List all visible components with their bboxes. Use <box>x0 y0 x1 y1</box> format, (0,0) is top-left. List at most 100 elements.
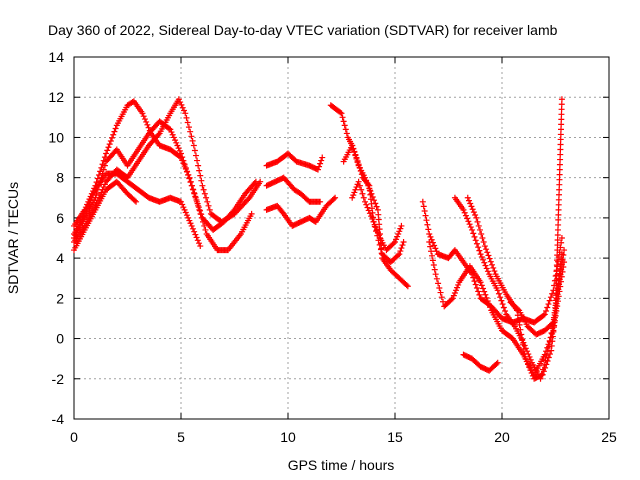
data-point <box>183 168 190 175</box>
data-point <box>196 240 203 247</box>
data-point <box>478 282 485 289</box>
data-point <box>202 226 209 233</box>
data-point <box>101 181 108 188</box>
data-point <box>404 283 411 290</box>
data-point <box>179 154 186 161</box>
data-point <box>545 354 552 361</box>
data-point <box>555 280 562 287</box>
data-point <box>178 198 184 205</box>
data-point <box>353 155 360 162</box>
data-point <box>475 244 482 251</box>
data-point <box>558 239 565 246</box>
data-point <box>487 304 494 311</box>
data-point <box>431 266 438 273</box>
data-point <box>436 284 443 291</box>
data-point <box>88 194 95 201</box>
series-track-p <box>460 351 501 374</box>
data-point <box>555 216 562 223</box>
data-marks <box>71 96 568 382</box>
data-point <box>555 206 562 213</box>
data-point <box>485 252 492 259</box>
data-point <box>554 226 561 233</box>
data-point <box>470 209 477 216</box>
data-point <box>497 294 504 301</box>
chart-title: Day 360 of 2022, Sidereal Day-to-day VTE… <box>48 22 558 38</box>
data-point <box>192 193 199 200</box>
data-point <box>558 261 565 268</box>
data-point <box>546 351 553 358</box>
data-point <box>373 226 380 233</box>
data-point <box>131 197 138 204</box>
y-axis-label: SDTVAR / TECUs <box>5 182 21 294</box>
data-point <box>182 209 189 216</box>
data-point <box>558 121 565 128</box>
data-point <box>369 216 376 223</box>
x-tick-label: 15 <box>387 429 403 445</box>
data-point <box>466 221 473 228</box>
data-point <box>421 207 428 214</box>
data-point <box>204 198 211 205</box>
data-point <box>462 212 469 219</box>
data-point <box>186 175 193 182</box>
data-point <box>423 217 430 224</box>
data-point <box>103 150 110 157</box>
data-point <box>179 104 186 111</box>
data-point <box>341 122 348 129</box>
data-point <box>556 276 563 283</box>
data-point <box>85 202 92 209</box>
data-point <box>484 249 491 256</box>
y-tick-label: 2 <box>56 290 64 306</box>
data-point <box>189 186 196 193</box>
data-point <box>373 203 380 210</box>
axis-ticks: 0 5 10 15 20 25 -4 -2 0 2 4 6 8 10 12 14 <box>48 49 617 445</box>
data-point <box>349 194 356 201</box>
data-point <box>362 198 369 205</box>
data-point <box>483 265 490 272</box>
data-point <box>428 248 435 255</box>
data-point <box>354 159 361 166</box>
data-point <box>489 261 496 268</box>
data-point <box>199 182 206 189</box>
data-point <box>552 304 559 311</box>
y-tick-label: 4 <box>56 250 64 266</box>
data-point <box>514 306 521 313</box>
data-point <box>483 246 490 253</box>
data-point <box>193 197 200 204</box>
data-point <box>76 221 83 228</box>
data-point <box>188 182 195 189</box>
data-point <box>197 207 204 214</box>
data-point <box>196 167 203 174</box>
data-point <box>478 253 485 260</box>
data-point <box>435 280 442 287</box>
data-point <box>557 271 564 278</box>
data-point <box>194 157 201 164</box>
data-point <box>477 251 484 258</box>
data-point <box>426 239 433 246</box>
data-point <box>175 145 182 152</box>
data-point <box>185 214 192 221</box>
data-point <box>179 201 186 208</box>
data-point <box>184 119 191 126</box>
data-point <box>549 320 556 327</box>
data-point <box>556 191 563 198</box>
data-point <box>178 101 185 108</box>
data-point <box>439 298 446 305</box>
data-point <box>491 268 498 275</box>
data-point <box>368 213 375 220</box>
data-point <box>170 134 177 141</box>
data-point <box>187 179 194 186</box>
data-point <box>476 291 483 298</box>
data-point <box>79 216 86 223</box>
data-point <box>206 206 213 213</box>
data-point <box>101 162 108 169</box>
data-point <box>201 190 208 197</box>
data-point <box>193 234 200 241</box>
data-point <box>557 151 564 158</box>
data-point <box>398 245 405 252</box>
data-point <box>475 288 482 295</box>
data-point <box>558 111 565 118</box>
data-point <box>397 248 404 255</box>
data-point <box>111 128 118 135</box>
data-point <box>546 343 553 350</box>
data-point <box>518 331 525 338</box>
